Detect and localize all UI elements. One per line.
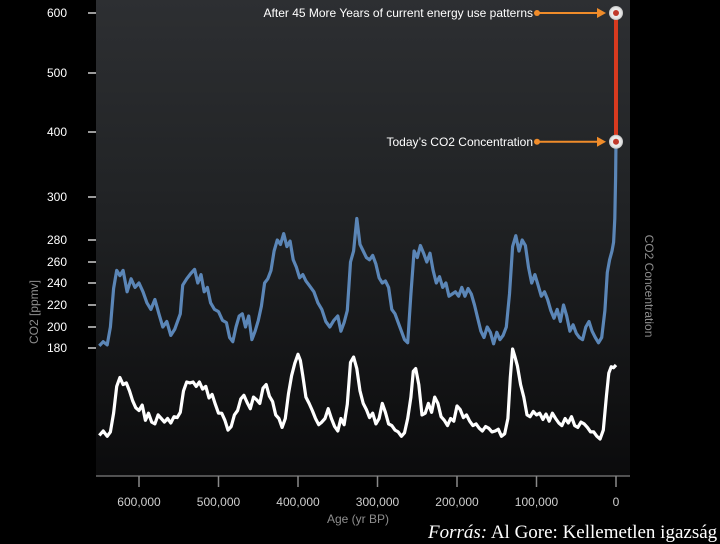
y-tick-label: 300: [47, 190, 67, 204]
x-tick-label: 400,000: [276, 495, 320, 509]
x-tick-label: 300,000: [356, 495, 400, 509]
right-axis-label: CO2 Concentration: [642, 235, 656, 338]
x-tick-label: 100,000: [515, 495, 559, 509]
annotation-arrow-head: [597, 136, 606, 147]
source-caption: Forrás: Al Gore: Kellemetlen igazság: [428, 522, 717, 544]
y-tick-label: 500: [47, 66, 67, 80]
series-layer: [98, 13, 618, 441]
source-text: Al Gore: Kellemetlen igazság: [490, 522, 718, 543]
co2-series-line: [98, 141, 618, 347]
y-tick-label: 280: [47, 233, 67, 247]
y-tick-label: 400: [47, 125, 67, 139]
y-tick-label: 240: [47, 276, 67, 290]
y-tick-label: 260: [47, 255, 67, 269]
y-tick-label: 600: [47, 6, 67, 20]
y-tick-label: 220: [47, 298, 67, 312]
temperature-series-line: [98, 347, 618, 441]
x-tick-label: 0: [613, 495, 620, 509]
y-tick-label: 180: [47, 341, 67, 355]
x-tick-group: 600,000 500,000 400,000 300,000 200,000 100,0…: [117, 476, 620, 509]
x-tick-label: 200,000: [435, 495, 479, 509]
annotation-future-label: After 45 More Years of current energy us…: [264, 6, 533, 20]
x-tick-label: 500,000: [197, 495, 241, 509]
y-axis-label: CO2 [ppmv]: [27, 280, 41, 344]
annotation-marker-center: [613, 138, 619, 145]
annotation-arrow-dot: [534, 138, 540, 145]
x-tick-label: 600,000: [117, 495, 161, 509]
x-axis-label: Age (yr BP): [327, 512, 389, 526]
annotation-today-label: Today’s CO2 Concentration: [386, 135, 533, 149]
y-tick-label: 200: [47, 320, 67, 334]
source-label: Forrás:: [428, 522, 488, 543]
annotation-marker-center: [613, 10, 619, 16]
annotation-arrow-head: [597, 8, 606, 18]
annotation-layer: After 45 More Years of current energy us…: [264, 6, 623, 149]
y-axis: 600 500 400 300 280 260 240 220 200 180: [47, 6, 96, 355]
annotation-arrow-dot: [534, 10, 540, 16]
